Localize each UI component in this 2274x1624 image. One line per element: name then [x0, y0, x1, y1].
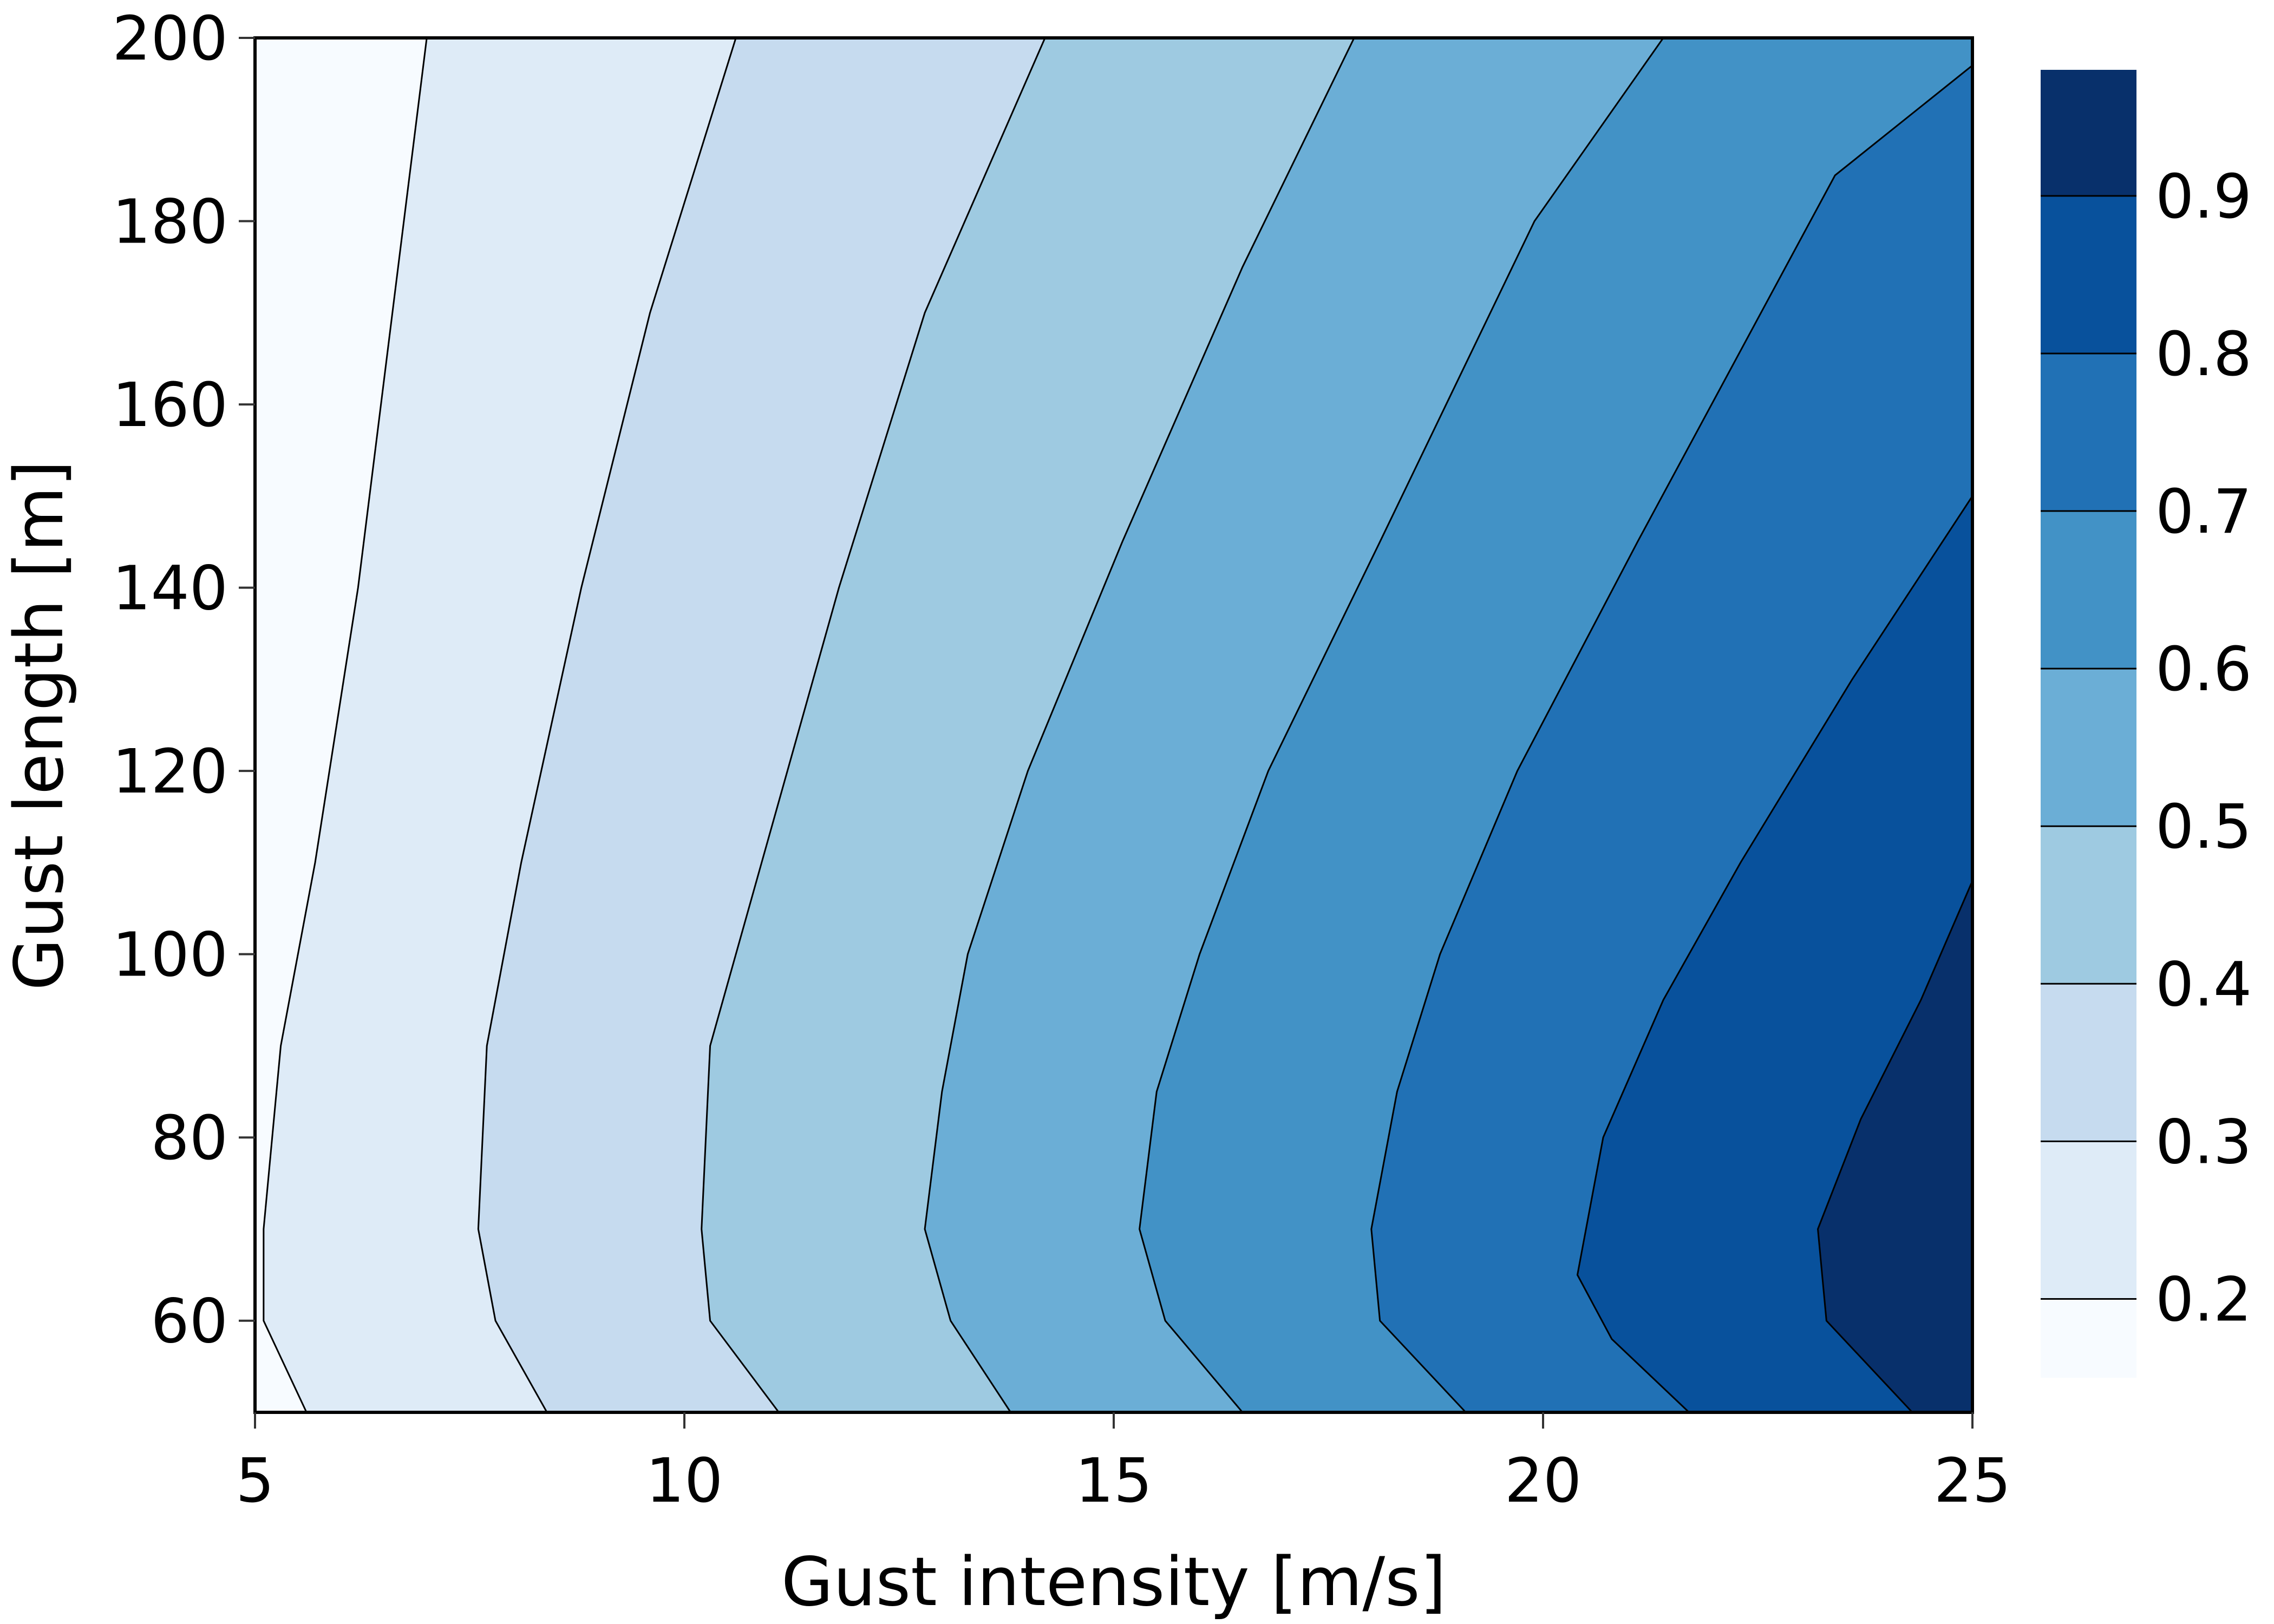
y-tick-label: 120 — [112, 737, 228, 807]
colorbar-tick-label: 0.7 — [2155, 477, 2252, 547]
colorbar-band — [2041, 984, 2136, 1142]
colorbar-band — [2041, 826, 2136, 984]
contour-line — [1370, 64, 1972, 1412]
contour-line — [701, 38, 1046, 1412]
x-tick-label: 5 — [236, 1446, 274, 1516]
y-tick-label: 60 — [151, 1287, 228, 1357]
y-tick-label: 180 — [112, 187, 228, 258]
contour-line — [924, 38, 1355, 1412]
y-tick-label: 140 — [112, 554, 228, 624]
colorbar-tick-label: 0.9 — [2155, 162, 2252, 232]
x-tick-label: 20 — [1505, 1446, 1582, 1516]
colorbar-band — [2041, 669, 2136, 827]
y-axis-label: Gust length [m] — [1, 460, 79, 991]
colorbar-tick-label: 0.6 — [2155, 634, 2252, 705]
x-axis-label: Gust intensity [m/s] — [781, 1543, 1446, 1621]
colorbar-tick-label: 0.2 — [2155, 1265, 2252, 1335]
colorbar: 0.2 0.3 0.4 0.5 0.6 0.7 0.8 0.9 — [2041, 70, 2252, 1378]
x-tick-label: 15 — [1075, 1446, 1153, 1516]
colorbar-band — [2041, 511, 2136, 669]
colorbar-tick-label: 0.5 — [2155, 792, 2252, 862]
x-tick-label: 10 — [646, 1446, 723, 1516]
y-tick-label: 100 — [112, 920, 228, 991]
plot-area — [255, 38, 1972, 1412]
colorbar-tick-label: 0.8 — [2155, 319, 2252, 390]
y-axis: 60 80 100 120 140 160 180 200 — [112, 4, 255, 1357]
colorbar-tick-label: 0.4 — [2155, 949, 2252, 1020]
contour-line — [1139, 38, 1664, 1412]
colorbar-band — [2041, 195, 2136, 353]
y-tick-label: 80 — [151, 1103, 228, 1174]
contour-line — [1576, 495, 1972, 1412]
contour-line — [263, 38, 428, 1412]
colorbar-tick-label: 0.3 — [2155, 1107, 2252, 1177]
colorbar-band — [2041, 1141, 2136, 1299]
colorbar-band — [2041, 1299, 2136, 1378]
y-tick-label: 160 — [112, 370, 228, 441]
y-tick-label: 200 — [112, 4, 228, 74]
contour-band — [1818, 881, 1972, 1412]
x-tick-label: 25 — [1934, 1446, 2011, 1516]
x-axis: 5 10 15 20 25 — [236, 1412, 2011, 1516]
colorbar-band — [2041, 70, 2136, 196]
colorbar-band — [2041, 353, 2136, 512]
contour-line — [477, 38, 737, 1412]
contour-line — [1816, 880, 1972, 1412]
